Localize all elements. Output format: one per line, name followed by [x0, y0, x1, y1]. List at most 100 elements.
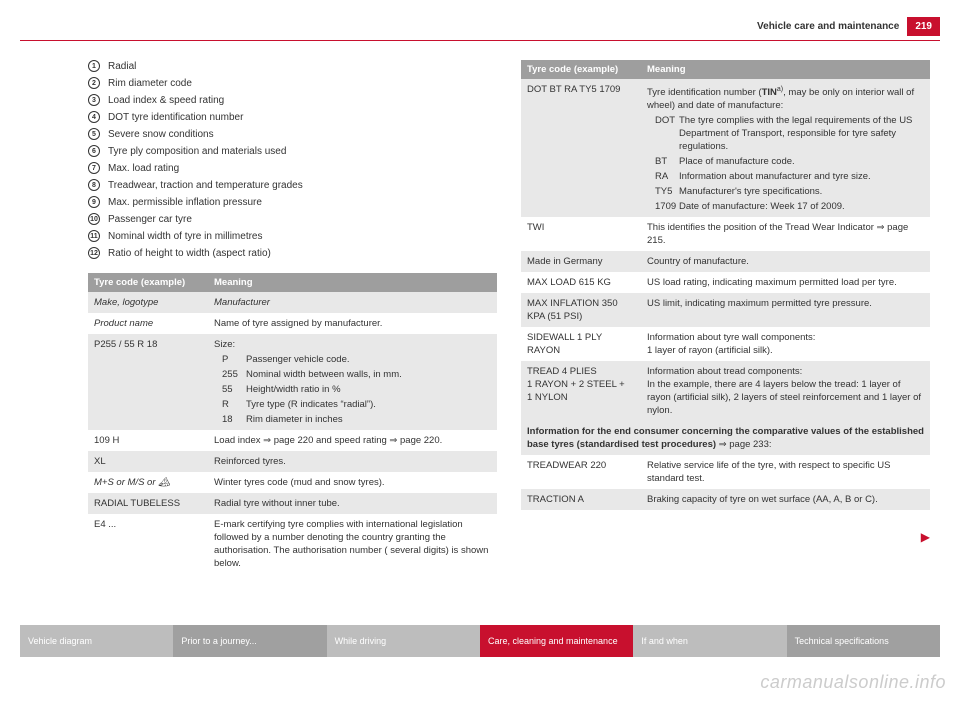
sub-key: P [214, 353, 246, 366]
sub-row: TY5Manufacturer's tyre specifications. [647, 185, 924, 198]
definition-item: 3 Load index & speed rating [88, 94, 497, 108]
sub-value: Nominal width between walls, in mm. [246, 368, 491, 381]
definition-list: 1 Radial 2 Rim diameter code 3 Load index & s… [88, 60, 497, 261]
number-badge: 2 [88, 77, 100, 89]
table-row: M+S or M/S or 🏔 Winter tyres code (mud a… [88, 472, 497, 493]
cell: TREAD 4 PLIES 1 RAYON + 2 STEEL + 1 NYLO… [521, 361, 641, 421]
cell: XL [88, 451, 208, 472]
definition-text: DOT tyre identification number [108, 111, 243, 125]
table-row: MAX INFLATION 350 KPA (51 PSI) US limit,… [521, 293, 930, 327]
definition-text: Tyre ply composition and materials used [108, 145, 286, 159]
definition-item: 12 Ratio of height to width (aspect ratio… [88, 247, 497, 261]
table-row: TWI This identifies the position of the … [521, 217, 930, 251]
watermark: carmanualsonline.info [760, 672, 946, 693]
table-row: Made in Germany Country of manufacture. [521, 251, 930, 272]
cell: DOT BT RA TY5 1709 [521, 79, 641, 217]
cell: Product name [88, 313, 208, 334]
cell: SIDEWALL 1 PLY RAYON [521, 327, 641, 361]
table-row: 109 H Load index ⇒ page 220 and speed ra… [88, 430, 497, 451]
definition-item: 8Treadwear, traction and temperature gra… [88, 179, 497, 193]
definition-text: Rim diameter code [108, 77, 192, 91]
sub-key: 55 [214, 383, 246, 396]
cell: Winter tyres code (mud and snow tyres). [208, 472, 497, 493]
sub-row: 1709Date of manufacture: Week 17 of 2009… [647, 200, 924, 213]
sub-row: DOTThe tyre complies with the legal requ… [647, 114, 924, 153]
table-row: DOT BT RA TY5 1709 Tyre identification n… [521, 79, 930, 217]
number-badge: 4 [88, 111, 100, 123]
table-row: SIDEWALL 1 PLY RAYON Information about t… [521, 327, 930, 361]
sub-value: Rim diameter in inches [246, 413, 491, 426]
footer-tab[interactable]: Vehicle diagram [20, 625, 173, 657]
table-row: TRACTION A Braking capacity of tyre on w… [521, 489, 930, 510]
cell: Reinforced tyres. [208, 451, 497, 472]
number-badge: 1 [88, 60, 100, 72]
text: Tyre identification number ( [647, 87, 762, 98]
footer-tab[interactable]: Care, cleaning and maintenance [480, 625, 633, 657]
cell: Load index ⇒ page 220 and speed rating ⇒… [208, 430, 497, 451]
cell: Tyre identification number (TINa), may b… [641, 79, 930, 217]
cell: TRACTION A [521, 489, 641, 510]
sub-value: Manufacturer's tyre specifications. [679, 185, 924, 198]
sub-key: TY5 [647, 185, 679, 198]
sub-value: Passenger vehicle code. [246, 353, 491, 366]
text: In the example, there are 4 layers below… [647, 379, 921, 416]
cell: E-mark certifying tyre complies with int… [208, 514, 497, 574]
sub-row: BTPlace of manufacture code. [647, 155, 924, 168]
cell: RADIAL TUBELESS [88, 493, 208, 514]
tin-label: TIN [762, 87, 777, 98]
sub-value: Tyre type (R indicates “radial”). [246, 398, 491, 411]
table-row: TREAD 4 PLIES 1 RAYON + 2 STEEL + 1 NYLO… [521, 361, 930, 421]
cell: Braking capacity of tyre on wet surface … [641, 489, 930, 510]
cell: Information about tyre wall components: … [641, 327, 930, 361]
definition-text: Ratio of height to width (aspect ratio) [108, 247, 271, 261]
definition-text: Load index & speed rating [108, 94, 224, 108]
text: 1 layer of rayon (artificial silk). [647, 345, 773, 356]
footer-tabs: Vehicle diagramPrior to a journey...Whil… [20, 625, 940, 657]
cell: Made in Germany [521, 251, 641, 272]
definition-item: 11Nominal width of tyre in millimetres [88, 230, 497, 244]
footer-tab[interactable]: While driving [327, 625, 480, 657]
definition-text: Nominal width of tyre in millimetres [108, 230, 263, 244]
cell: Size: PPassenger vehicle code.255Nominal… [208, 334, 497, 430]
sub-row: 18Rim diameter in inches [214, 413, 491, 426]
footer-tab[interactable]: If and when [633, 625, 786, 657]
cell: Information for the end consumer concern… [521, 421, 930, 455]
definition-item: 4 DOT tyre identification number [88, 111, 497, 125]
definition-item: 6 Tyre ply composition and materials used [88, 145, 497, 159]
cell: MAX LOAD 615 KG [521, 272, 641, 293]
sub-value: Date of manufacture: Week 17 of 2009. [679, 200, 924, 213]
cell: Name of tyre assigned by manufacturer. [208, 313, 497, 334]
number-badge: 12 [88, 247, 100, 259]
page-number: 219 [907, 17, 940, 36]
number-badge: 3 [88, 94, 100, 106]
sub-value: Height/width ratio in % [246, 383, 491, 396]
table-row: E4 ... E-mark certifying tyre complies w… [88, 514, 497, 574]
tyre-code-table-right: Tyre code (example) Meaning DOT BT RA TY… [521, 60, 930, 510]
cell: P255 / 55 R 18 [88, 334, 208, 430]
page-header: Vehicle care and maintenance 219 [0, 16, 960, 36]
text: Information about tread components: [647, 366, 802, 377]
cell: This identifies the position of the Trea… [641, 217, 930, 251]
sub-key: BT [647, 155, 679, 168]
cell: Country of manufacture. [641, 251, 930, 272]
table-row: XL Reinforced tyres. [88, 451, 497, 472]
cell: TWI [521, 217, 641, 251]
number-badge: 6 [88, 145, 100, 157]
number-badge: 7 [88, 162, 100, 174]
sub-key: RA [647, 170, 679, 183]
sub-row: RTyre type (R indicates “radial”). [214, 398, 491, 411]
table-row: TREADWEAR 220 Relative service life of t… [521, 455, 930, 489]
footer-tab[interactable]: Prior to a journey... [173, 625, 326, 657]
table-row: Product name Name of tyre assigned by ma… [88, 313, 497, 334]
sub-key: 1709 [647, 200, 679, 213]
cell: US limit, indicating maximum permitted t… [641, 293, 930, 327]
sub-value: Information about manufacturer and tyre … [679, 170, 924, 183]
sub-key: 18 [214, 413, 246, 426]
definition-item: 10Passenger car tyre [88, 213, 497, 227]
sub-key: DOT [647, 114, 679, 153]
footer-tab[interactable]: Technical specifications [787, 625, 940, 657]
cell: US load rating, indicating maximum permi… [641, 272, 930, 293]
definition-item: 5Severe snow conditions [88, 128, 497, 142]
definition-text: Radial [108, 60, 136, 74]
page-title: Vehicle care and maintenance [757, 21, 899, 32]
